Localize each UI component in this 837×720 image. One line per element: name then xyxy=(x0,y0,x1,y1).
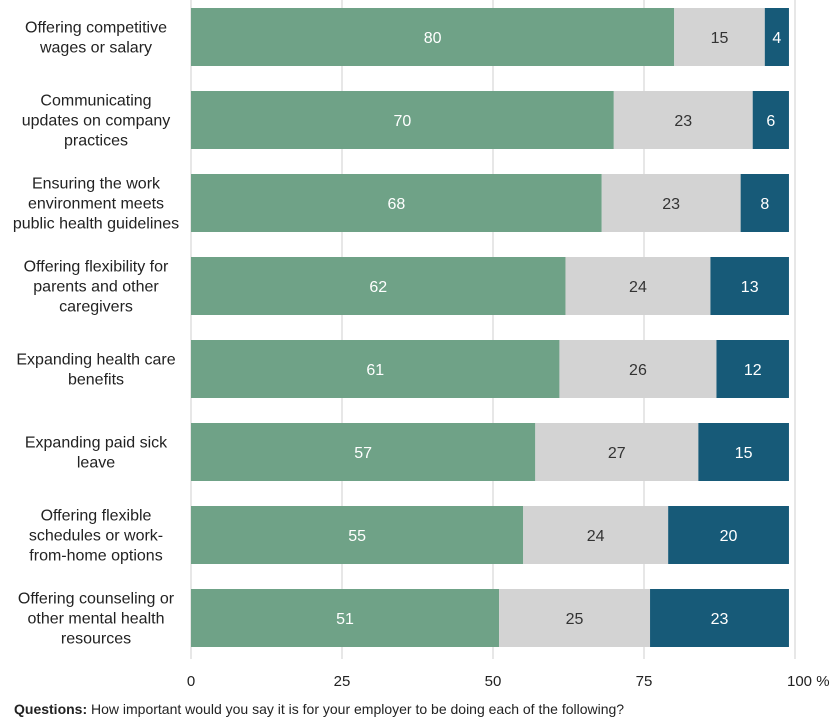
bar-segment xyxy=(191,174,602,232)
bar-value-label: 57 xyxy=(354,445,372,462)
bar-segment xyxy=(191,589,500,647)
bar-value-label: 13 xyxy=(741,279,759,296)
bar-segment xyxy=(565,257,711,315)
x-tick-label: 75 xyxy=(636,673,653,690)
bar-segment xyxy=(752,91,789,149)
bar-segment xyxy=(740,174,789,232)
bar-segment xyxy=(710,257,789,315)
bar-value-label: 61 xyxy=(366,362,384,379)
bar-value-label: 15 xyxy=(735,445,753,462)
bar-value-label: 80 xyxy=(424,30,442,47)
bar-value-label: 24 xyxy=(587,528,605,545)
bar-segment xyxy=(716,340,789,398)
bar-value-label: 20 xyxy=(720,528,738,545)
category-label: Offering counseling or other mental healt… xyxy=(18,591,175,648)
bar-value-label: 27 xyxy=(608,445,626,462)
bar-segment xyxy=(650,589,789,647)
category-label: Offering flexibility for parents and othe… xyxy=(24,259,169,316)
category-label: Expanding paid sick leave xyxy=(25,435,168,472)
bar-segment xyxy=(698,423,789,481)
bar-value-label: 12 xyxy=(744,362,762,379)
bar-segment xyxy=(191,91,614,149)
bar-segment xyxy=(523,506,669,564)
bar-segment xyxy=(191,8,675,66)
bar-segment xyxy=(535,423,699,481)
bar-segment xyxy=(764,8,789,66)
footnote-label: Questions: xyxy=(14,701,88,717)
bar-segment xyxy=(499,589,651,647)
bar-segment xyxy=(191,340,560,398)
bar-segment xyxy=(559,340,717,398)
bar-value-label: 51 xyxy=(336,611,354,628)
category-label: Offering flexible schedules or work-from-… xyxy=(29,508,163,565)
category-label: Ensuring the work environment meets public… xyxy=(13,176,179,233)
bar-value-label: 6 xyxy=(766,113,775,130)
category-label: Offering competitive wages or salary xyxy=(25,20,167,57)
bar-value-label: 62 xyxy=(369,279,387,296)
footnote: Questions: How important would you say i… xyxy=(14,701,624,717)
footnote-text: How important would you say it is for yo… xyxy=(87,701,625,717)
bar-segment xyxy=(668,506,789,564)
x-tick-label: 0 xyxy=(187,673,195,690)
category-label: Communicating updates on company practices xyxy=(22,93,171,150)
bar-value-label: 23 xyxy=(711,611,729,628)
bar-value-label: 23 xyxy=(662,196,680,213)
bar-segment xyxy=(191,423,536,481)
bar-value-label: 55 xyxy=(348,528,366,545)
x-tick-label: 50 xyxy=(485,673,502,690)
bar-segment xyxy=(191,257,566,315)
bar-value-label: 25 xyxy=(566,611,584,628)
stacked-bar-chart: 0 25 50 75 100 % Offering competitive wages or… xyxy=(13,0,830,690)
bar-value-label: 4 xyxy=(772,30,781,47)
bar-value-label: 8 xyxy=(760,196,769,213)
bar-value-label: 68 xyxy=(387,196,405,213)
x-tick-label: 25 xyxy=(334,673,351,690)
x-tick-label: 100 % xyxy=(787,673,830,690)
bar-segment xyxy=(191,506,524,564)
bar-segment xyxy=(674,8,765,66)
bar-value-label: 15 xyxy=(711,30,729,47)
bar-value-label: 23 xyxy=(674,113,692,130)
bar-value-label: 70 xyxy=(394,113,412,130)
bar-segment xyxy=(613,91,753,149)
bar-value-label: 26 xyxy=(629,362,647,379)
bar-segment xyxy=(601,174,741,232)
bar-value-label: 24 xyxy=(629,279,647,296)
category-label: Expanding health care benefits xyxy=(16,352,175,389)
